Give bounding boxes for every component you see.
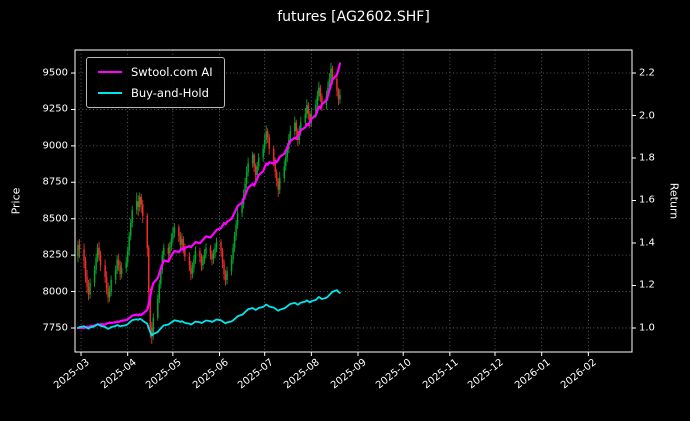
legend: Swtool.com AI Buy-and-Hold	[86, 57, 225, 108]
legend-item-ai: Swtool.com AI	[98, 65, 213, 79]
legend-label-ai: Swtool.com AI	[131, 65, 213, 79]
price-axis-label: Price	[9, 187, 23, 215]
chart-title: futures [AG2602.SHF]	[277, 9, 430, 25]
legend-label-buy-and-hold: Buy-and-Hold	[131, 86, 209, 100]
ai-line-swatch-icon	[98, 71, 122, 73]
return-axis-label: Return	[667, 182, 681, 220]
buy-and-hold-line-swatch-icon	[98, 92, 122, 94]
legend-item-buy-and-hold: Buy-and-Hold	[98, 86, 213, 100]
